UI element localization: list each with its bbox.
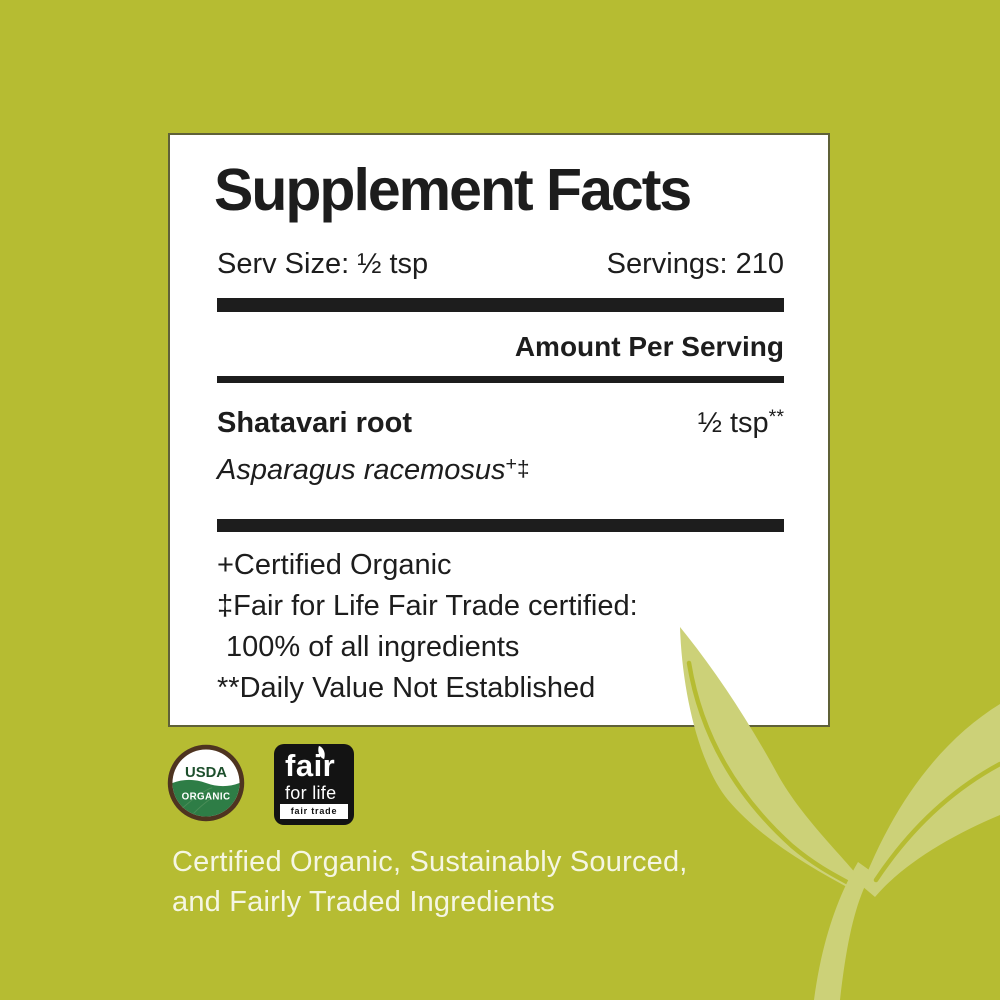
- tagline-line-1: Certified Organic, Sustainably Sourced,: [172, 846, 688, 878]
- usda-text: USDA: [185, 765, 227, 781]
- fair-for-life-badge: fair for life fair trade: [274, 744, 354, 825]
- tagline-line-2: and Fairly Traded Ingredients: [172, 886, 556, 918]
- footnote-fair-trade-continued: 100% of all ingredients: [226, 630, 520, 663]
- for-life-text: for life: [285, 783, 337, 803]
- footnote-daily-value: **Daily Value Not Established: [217, 671, 596, 704]
- supplement-facts-panel: Supplement Facts Serv Size: ½ tsp Servin…: [168, 133, 830, 727]
- fair-trade-marker: ‡: [517, 456, 530, 482]
- serving-size-text: Serv Size: ½ tsp: [217, 248, 429, 280]
- ingredient-row: Shatavari root ½ tsp**: [217, 399, 784, 441]
- usda-seal-field: [172, 779, 240, 817]
- ingredient-amount-value: ½ tsp: [697, 406, 769, 439]
- panel-title: Supplement Facts: [214, 157, 692, 223]
- right-leaf-shape: [862, 704, 1000, 897]
- usda-organic-seal: USDA ORGANIC: [167, 744, 245, 822]
- tagline: Certified Organic, Sustainably Sourced, …: [172, 842, 688, 922]
- divider-bar-thick-top: [217, 298, 784, 312]
- botanical-name-line: Asparagus racemosus+‡: [217, 446, 784, 488]
- stem-shape: [814, 862, 872, 1000]
- certification-badges: USDA ORGANIC fair for life fair trade: [167, 744, 354, 825]
- amount-per-serving-header: Amount Per Serving: [514, 331, 784, 362]
- organic-text: ORGANIC: [182, 791, 231, 802]
- ingredient-name: Shatavari root: [217, 406, 412, 439]
- footnotes: +Certified Organic ‡Fair for Life Fair T…: [217, 545, 784, 709]
- organic-marker: +: [505, 452, 518, 475]
- serving-info-row: Serv Size: ½ tsp Servings: 210: [217, 246, 784, 282]
- right-leaf-vein: [873, 761, 1000, 883]
- daily-value-asterisks: **: [768, 406, 784, 428]
- footnote-certified-organic: +Certified Organic: [217, 548, 452, 581]
- botanical-name: Asparagus racemosus: [217, 453, 506, 486]
- footnote-fair-trade: ‡Fair for Life Fair Trade certified:: [217, 589, 638, 622]
- fair-text: fair: [285, 748, 336, 783]
- fair-for-life-word: fair: [274, 744, 354, 781]
- divider-bar-thin: [217, 376, 784, 383]
- ingredient-amount: ½ tsp**: [698, 399, 784, 441]
- usda-seal-furrows: [182, 787, 224, 814]
- divider-bar-thick-bottom: [217, 518, 784, 532]
- servings-count-text: Servings: 210: [606, 248, 784, 280]
- fair-trade-banner: fair trade: [280, 804, 348, 819]
